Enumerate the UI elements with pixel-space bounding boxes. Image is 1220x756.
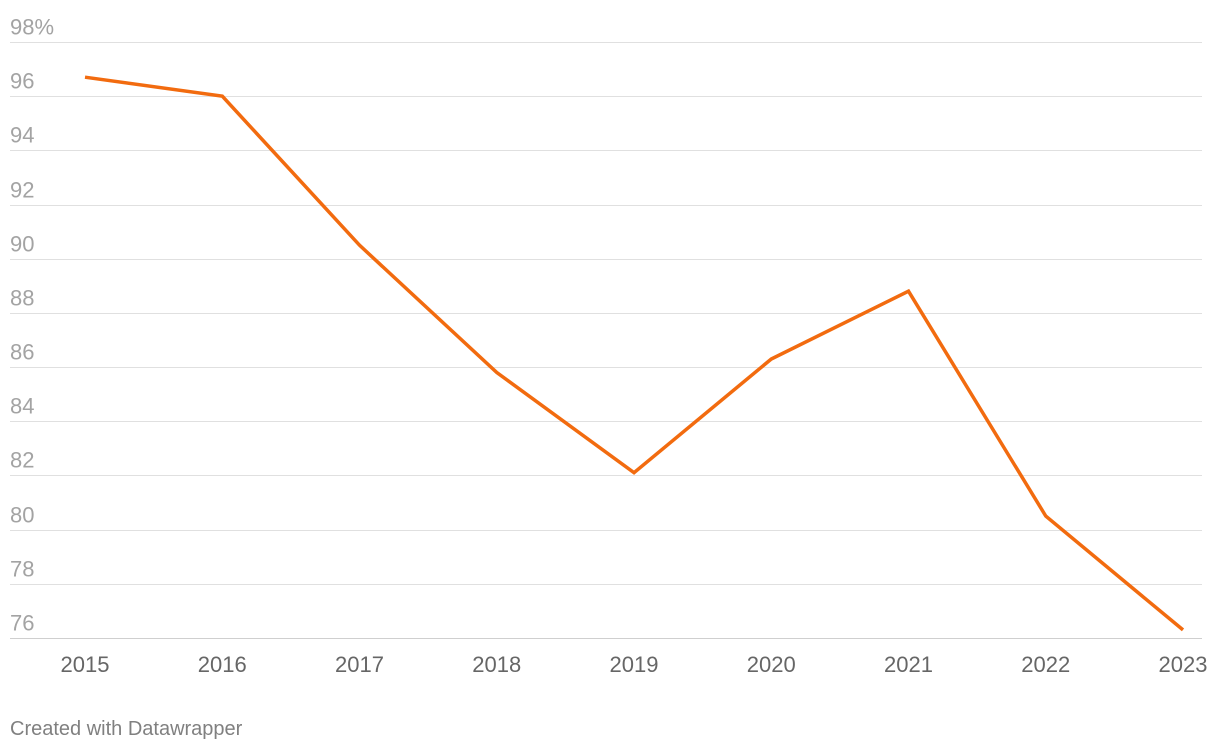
gridlines xyxy=(10,42,1202,639)
y-tick-label-82: 82 xyxy=(10,448,34,473)
y-tick-label-78: 78 xyxy=(10,557,34,582)
x-tick-label-2018: 2018 xyxy=(472,652,521,677)
y-tick-label-96: 96 xyxy=(10,69,34,94)
x-tick-label-2023: 2023 xyxy=(1159,652,1208,677)
x-tick-label-2016: 2016 xyxy=(198,652,247,677)
y-axis-tick-labels: 98% 96 94 92 90 88 86 84 82 80 78 76 xyxy=(10,15,54,636)
x-tick-label-2022: 2022 xyxy=(1021,652,1070,677)
y-tick-label-86: 86 xyxy=(10,340,34,365)
x-tick-label-2020: 2020 xyxy=(747,652,796,677)
x-tick-label-2019: 2019 xyxy=(610,652,659,677)
series-lines xyxy=(84,75,1185,632)
y-tick-label-94: 94 xyxy=(10,123,34,148)
y-tick-label-76: 76 xyxy=(10,611,34,636)
x-tick-label-2021: 2021 xyxy=(884,652,933,677)
y-tick-label-84: 84 xyxy=(10,394,34,419)
x-tick-label-2017: 2017 xyxy=(335,652,384,677)
y-tick-label-98: 98% xyxy=(10,15,54,40)
datawrapper-credit: Created with Datawrapper xyxy=(10,718,243,740)
y-tick-label-88: 88 xyxy=(10,286,34,311)
y-tick-label-80: 80 xyxy=(10,503,34,528)
x-tick-label-2015: 2015 xyxy=(61,652,110,677)
y-tick-label-92: 92 xyxy=(10,178,34,203)
series-line-0 xyxy=(84,75,1185,632)
x-axis-tick-labels: 2015 2016 2017 2018 2019 2020 2021 2022 2023 xyxy=(61,652,1208,677)
y-tick-label-90: 90 xyxy=(10,232,34,257)
